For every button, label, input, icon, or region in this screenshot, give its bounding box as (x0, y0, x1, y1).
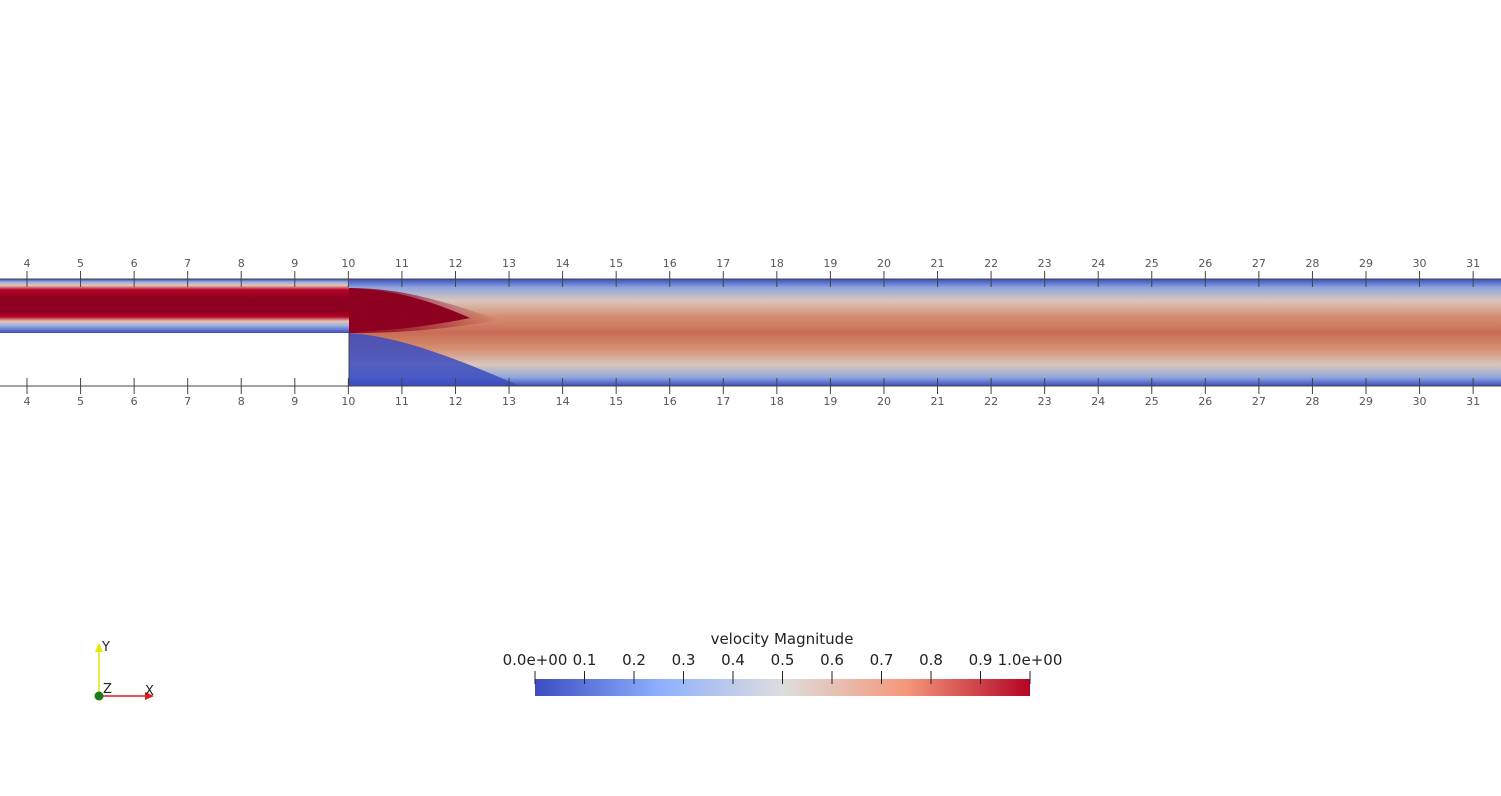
bottom-tick-label: 21 (931, 395, 945, 408)
colorbar-tick-label: 0.6 (820, 651, 844, 669)
top-tick-label: 29 (1359, 257, 1373, 270)
colorbar-tick-label: 0.3 (672, 651, 696, 669)
top-tick-label: 12 (448, 257, 462, 270)
colorbar-tick-label: 0.2 (622, 651, 646, 669)
top-tick-label: 19 (823, 257, 837, 270)
bottom-tick-label: 28 (1305, 395, 1319, 408)
top-tick-label: 31 (1466, 257, 1480, 270)
y-arrow-head (95, 643, 103, 652)
bottom-tick-label: 6 (131, 395, 138, 408)
bottom-tick-label: 9 (291, 395, 298, 408)
z-axis-dot (94, 691, 104, 701)
bottom-tick-label: 7 (184, 395, 191, 408)
y-axis-label: Y (101, 640, 110, 655)
colorbar-ramp (535, 679, 1030, 696)
top-tick-label: 18 (770, 257, 784, 270)
bottom-tick-label: 10 (341, 395, 355, 408)
bottom-tick-label: 14 (556, 395, 570, 408)
bottom-tick-label: 23 (1038, 395, 1052, 408)
colorbar-title: velocity Magnitude (711, 630, 854, 648)
recirculation-zone (349, 333, 520, 386)
expansion-channel (349, 279, 1501, 386)
top-tick-label: 20 (877, 257, 891, 270)
channel-walls (0, 278, 1501, 387)
top-tick-label: 23 (1038, 257, 1052, 270)
bottom-tick-label: 15 (609, 395, 623, 408)
bottom-tick-label: 29 (1359, 395, 1373, 408)
bottom-tick-label: 16 (663, 395, 677, 408)
colorbar-tick-label: 0.0e+00 (503, 651, 568, 669)
bottom-tick-label: 17 (716, 395, 730, 408)
top-tick-label: 17 (716, 257, 730, 270)
top-tick-label: 14 (556, 257, 570, 270)
jet-core-solid (349, 289, 470, 331)
top-tick-label: 24 (1091, 257, 1105, 270)
top-tick-label: 7 (184, 257, 191, 270)
flow-field (0, 279, 1501, 386)
bottom-tick-label: 8 (238, 395, 245, 408)
x-arrow-head (145, 692, 154, 700)
top-tick-label: 11 (395, 257, 409, 270)
top-tick-label: 30 (1413, 257, 1427, 270)
top-axis-ticks: 4 5 6 7 8 9 10 11 12 13 14 15 16 17 18 19 20 21 22 23 24 25 26… (20, 257, 1481, 287)
bottom-tick-label: 19 (823, 395, 837, 408)
top-tick-label: 21 (931, 257, 945, 270)
top-tick-label: 15 (609, 257, 623, 270)
colorbar-tick-label: 1.0e+00 (998, 651, 1063, 669)
colorbar-tick-label: 0.5 (771, 651, 795, 669)
top-tick-label: 4 (24, 257, 31, 270)
bottom-tick-label: 27 (1252, 395, 1266, 408)
bottom-tick-label: 26 (1198, 395, 1212, 408)
bottom-tick-label: 24 (1091, 395, 1105, 408)
bottom-tick-label: 12 (448, 395, 462, 408)
color-legend: velocity Magnitude 0.0e+00 0.1 0.2 0.3 0.4 0.… (503, 630, 1063, 696)
bottom-tick-label: 31 (1466, 395, 1480, 408)
colorbar-ticks: 0.0e+00 0.1 0.2 0.3 0.4 0.5 0.6 0.7 0.8 0.9 1.0e+0… (503, 651, 1063, 684)
bottom-tick-label: 18 (770, 395, 784, 408)
bottom-axis-ticks: 4 5 6 7 8 9 10 11 12 13 14 15 16 17 18 19 20 21 22 23 24 25 26… (20, 378, 1481, 408)
top-tick-label: 26 (1198, 257, 1212, 270)
top-tick-label: 6 (131, 257, 138, 270)
top-tick-label: 5 (77, 257, 84, 270)
colorbar-tick-label: 0.8 (919, 651, 943, 669)
colorbar-tick-label: 0.4 (721, 651, 745, 669)
bottom-tick-label: 4 (24, 395, 31, 408)
bottom-tick-label: 20 (877, 395, 891, 408)
bottom-tick-label: 25 (1145, 395, 1159, 408)
x-axis-label: X (145, 684, 154, 699)
top-tick-label: 27 (1252, 257, 1266, 270)
bottom-tick-label: 30 (1413, 395, 1427, 408)
bottom-tick-label: 13 (502, 395, 516, 408)
top-tick-label: 16 (663, 257, 677, 270)
orientation-axes: Y X Z (94, 640, 154, 701)
colorbar-tick-label: 0.9 (969, 651, 993, 669)
backward-facing-step (0, 333, 349, 386)
top-tick-label: 8 (238, 257, 245, 270)
top-tick-label: 10 (341, 257, 355, 270)
top-tick-label: 22 (984, 257, 998, 270)
top-tick-label: 13 (502, 257, 516, 270)
bottom-tick-label: 11 (395, 395, 409, 408)
inlet-channel (0, 279, 349, 333)
bottom-tick-label: 5 (77, 395, 84, 408)
top-tick-label: 25 (1145, 257, 1159, 270)
colorbar-tick-label: 0.7 (870, 651, 894, 669)
top-tick-label: 9 (291, 257, 298, 270)
colorbar-tick-label: 0.1 (573, 651, 597, 669)
z-axis-label: Z (103, 682, 112, 697)
top-tick-label: 28 (1305, 257, 1319, 270)
bottom-tick-label: 22 (984, 395, 998, 408)
